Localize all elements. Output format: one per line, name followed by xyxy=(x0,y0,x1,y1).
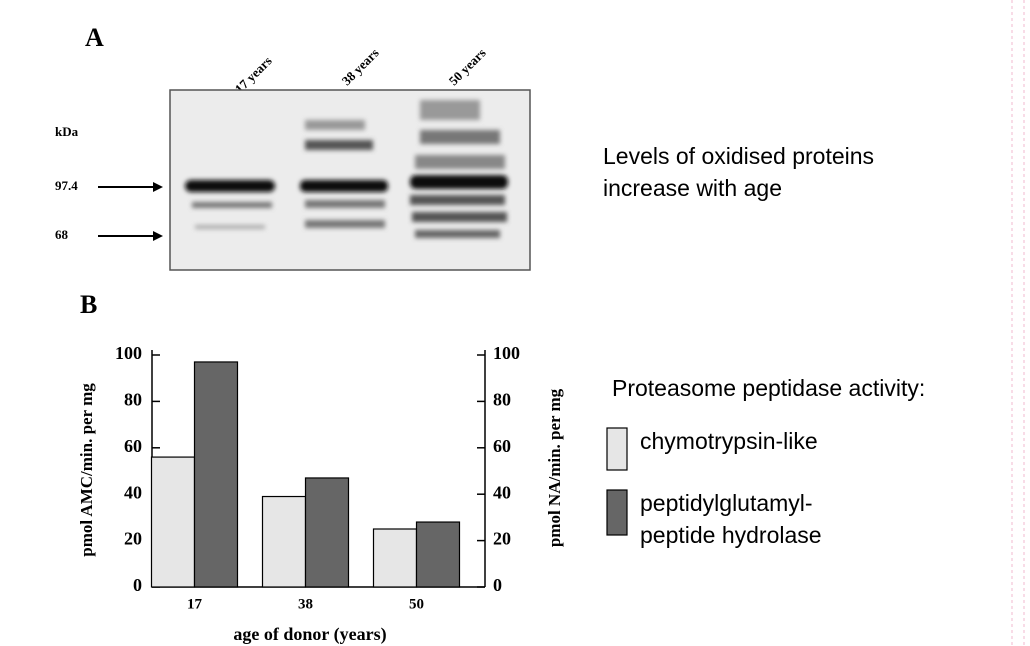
y2-tick-label: 20 xyxy=(493,529,511,549)
lane-label: 38 years xyxy=(339,45,382,88)
x-tick-label: 50 xyxy=(409,596,424,612)
lane-label: 50 years xyxy=(446,45,489,88)
bar xyxy=(261,495,307,588)
y-tick-label: 0 xyxy=(133,575,142,595)
y-tick-label: 80 xyxy=(124,390,142,410)
legend-label-line: peptidylglutamyl- xyxy=(640,490,813,516)
legend-label: chymotrypsin-like xyxy=(640,428,818,454)
y-tick-label: 40 xyxy=(124,482,142,502)
legend-swatch xyxy=(606,427,628,471)
bar xyxy=(372,528,418,588)
y2-tick-label: 0 xyxy=(493,575,502,595)
marker-arrows xyxy=(98,182,163,241)
y2-tick-label: 40 xyxy=(493,482,511,502)
legend-label-line: peptide hydrolase xyxy=(640,522,822,548)
legend-label-line: chymotrypsin-like xyxy=(640,428,818,454)
x-axis-title: age of donor (years) xyxy=(233,624,386,645)
panel-label: A xyxy=(85,23,104,52)
caption: Levels of oxidised proteins increase wit… xyxy=(603,143,880,201)
marker-label: 97.4 xyxy=(55,178,78,193)
marker-label: 68 xyxy=(55,227,69,242)
legend-label: peptidylglutamyl-peptide hydrolase xyxy=(640,490,822,548)
blot xyxy=(169,89,531,271)
panel-label: B xyxy=(80,290,97,319)
bar xyxy=(193,361,239,588)
y2-tick-label: 80 xyxy=(493,390,511,410)
y2-tick-label: 100 xyxy=(493,343,520,363)
x-tick-label: 17 xyxy=(187,596,203,612)
y-tick-label: 20 xyxy=(124,529,142,549)
bar xyxy=(415,521,461,588)
x-tick-label: 38 xyxy=(298,596,313,612)
bar xyxy=(304,477,350,588)
y-tick-label: 100 xyxy=(115,343,142,363)
legend-title: Proteasome peptidase activity: xyxy=(612,375,925,401)
y2-axis-title: pmol NA/min. per mg xyxy=(545,388,564,547)
legend-swatch xyxy=(606,489,628,536)
y-axis-title: pmol AMC/min. per mg xyxy=(77,383,96,557)
caption-line: increase with age xyxy=(603,175,782,201)
y-tick-label: 60 xyxy=(124,436,142,456)
unit-label: kDa xyxy=(55,124,79,139)
y2-tick-label: 60 xyxy=(493,436,511,456)
bar xyxy=(150,456,196,588)
caption-line: Levels of oxidised proteins xyxy=(603,143,874,169)
